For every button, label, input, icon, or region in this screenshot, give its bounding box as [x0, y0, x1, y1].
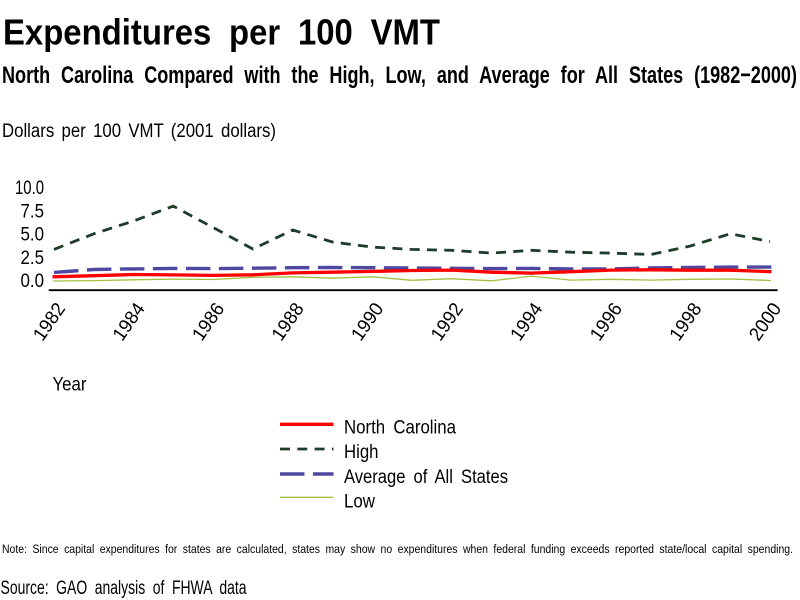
svg-text:2.5: 2.5	[21, 248, 45, 269]
svg-text:5.0: 5.0	[21, 225, 45, 246]
svg-text:Dollars per 100 VMT (2001 doll: Dollars per 100 VMT (2001 dollars)	[2, 121, 276, 142]
svg-text:North Carolina: North Carolina	[344, 417, 456, 438]
svg-text:High: High	[344, 442, 379, 463]
svg-text:Note: Since capital expenditur: Note: Since capital expenditures for sta…	[2, 542, 793, 556]
svg-text:Average of All States: Average of All States	[344, 467, 508, 488]
svg-text:0.0: 0.0	[21, 271, 45, 292]
svg-text:Low: Low	[344, 492, 375, 513]
svg-text:Source: GAO analysis of FHWA d: Source: GAO analysis of FHWA data	[1, 578, 247, 599]
svg-text:10.0: 10.0	[15, 178, 44, 199]
svg-text:North Carolina Compared with t: North Carolina Compared with the High, L…	[2, 62, 797, 89]
svg-text:Expenditures per 100 VMT: Expenditures per 100 VMT	[3, 12, 440, 53]
svg-text:7.5: 7.5	[21, 201, 45, 222]
svg-text:Year: Year	[53, 375, 88, 396]
